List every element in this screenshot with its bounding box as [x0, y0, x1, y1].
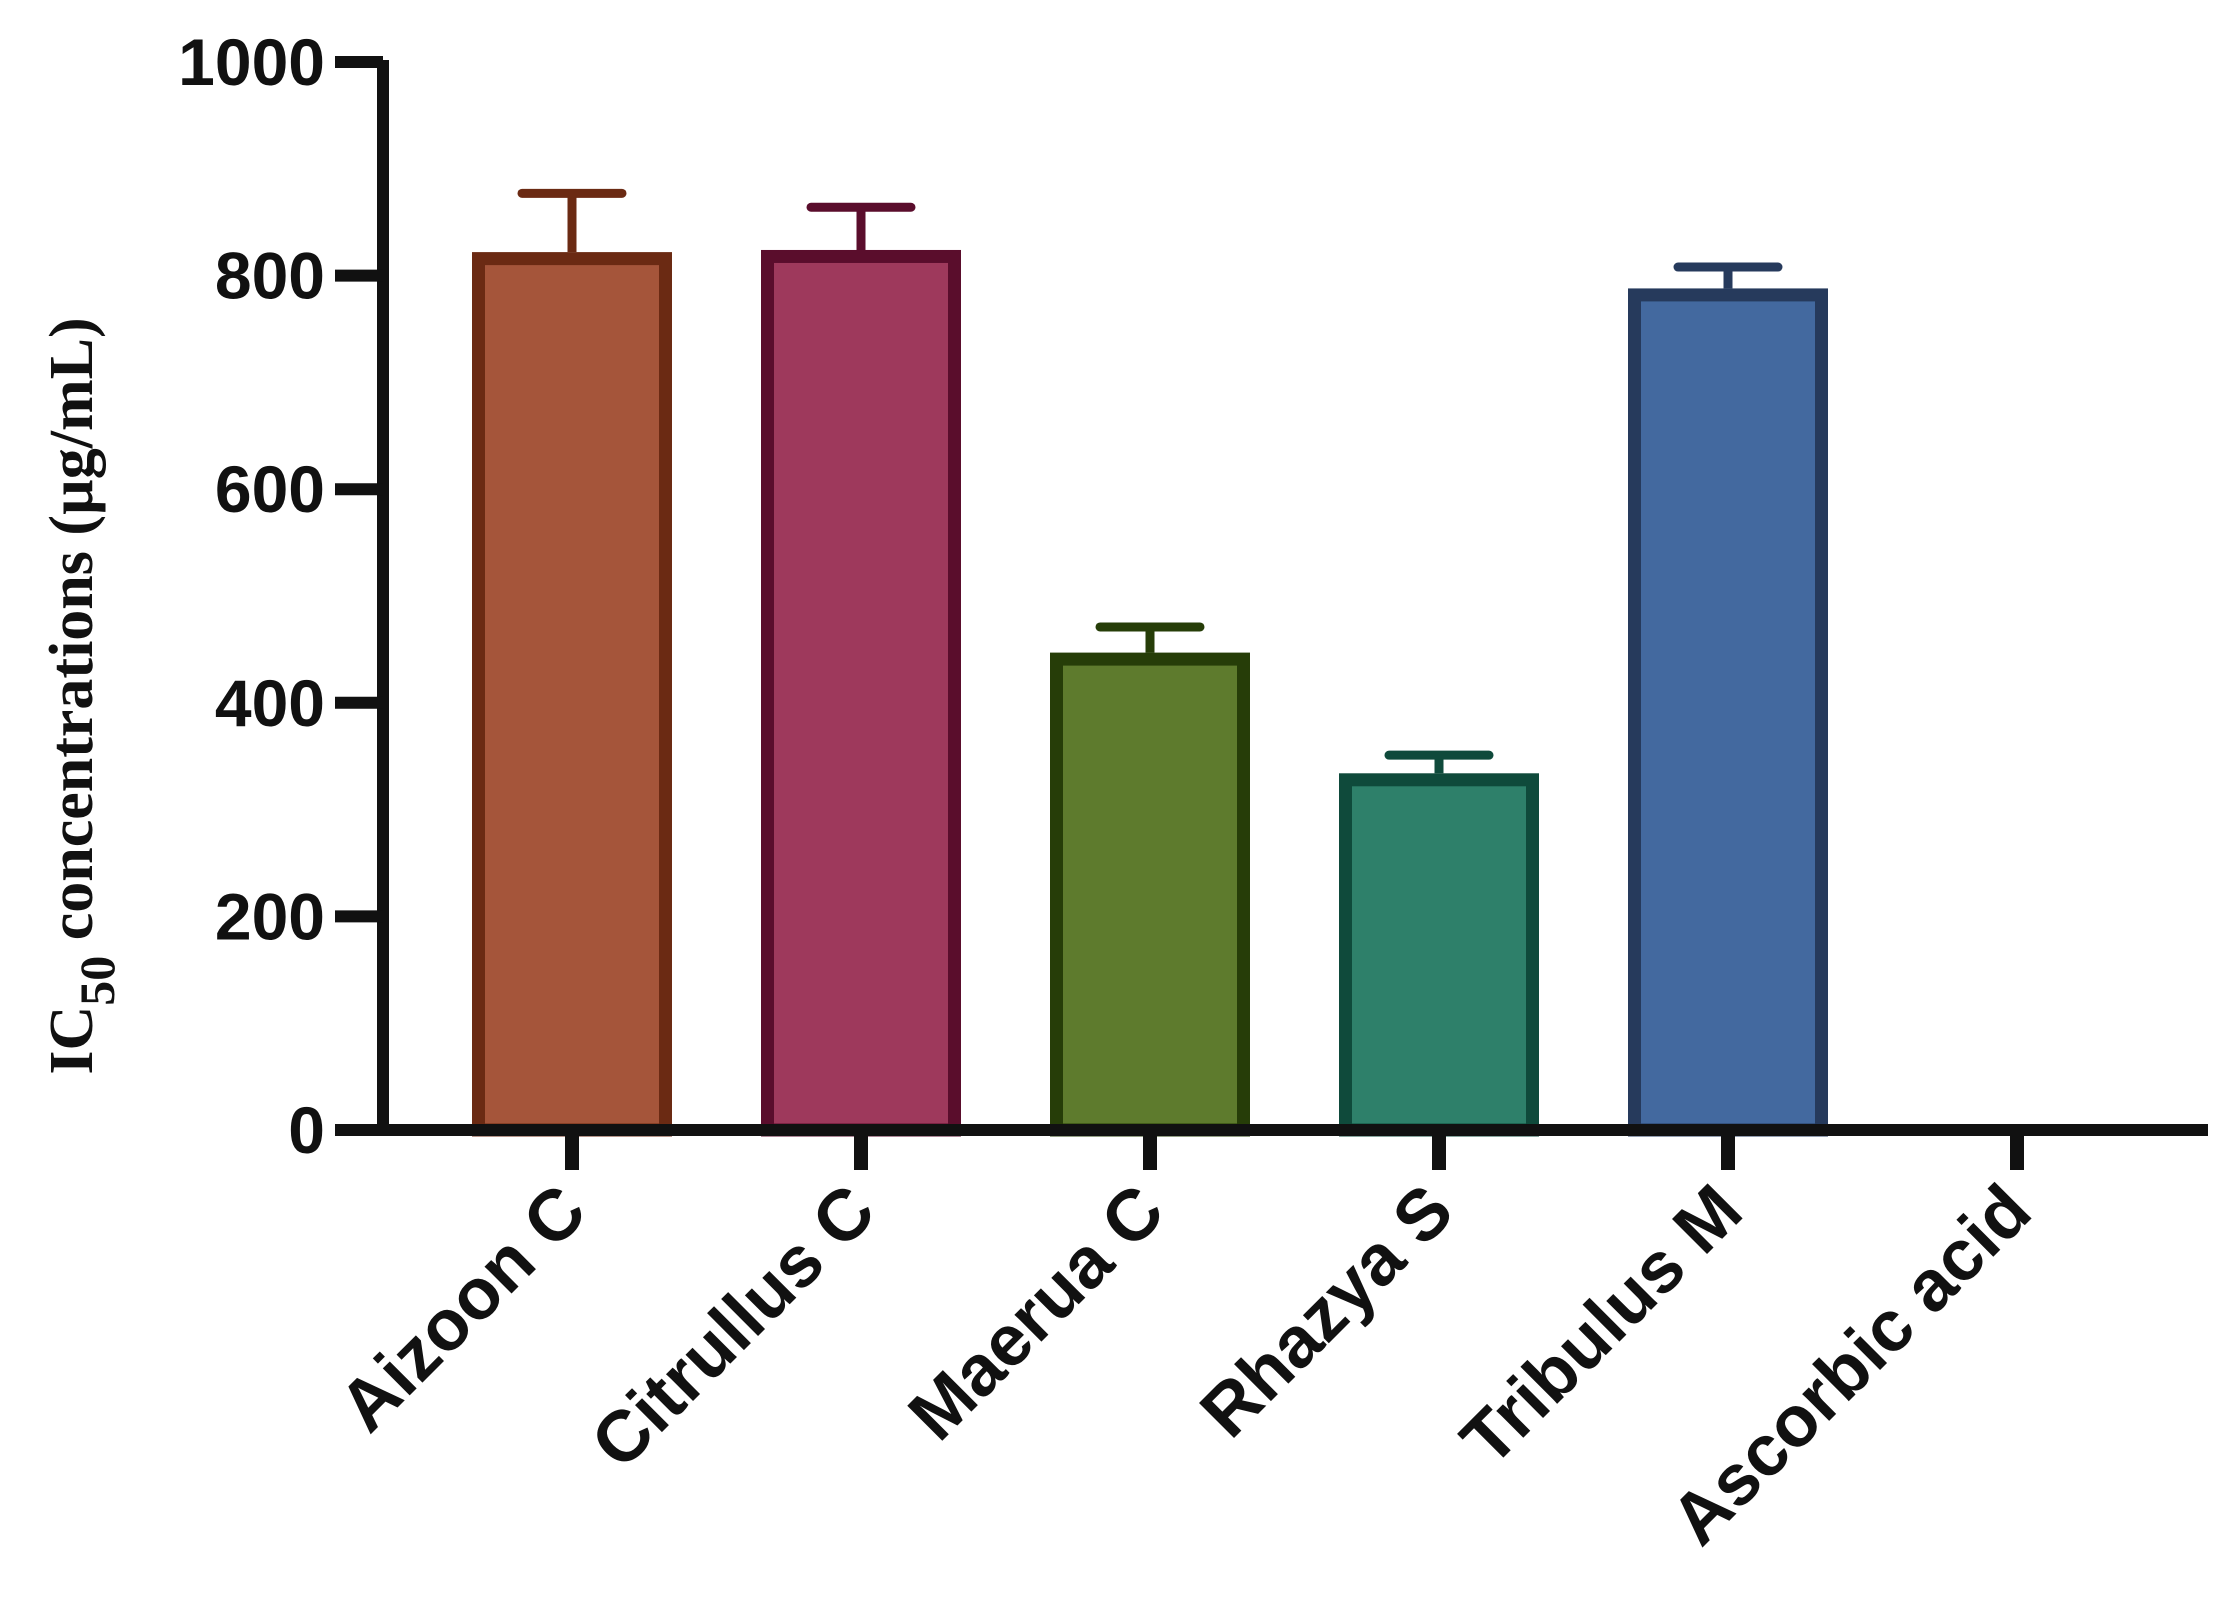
x-tick-label-citrullus-c: Citrullus C	[576, 1170, 890, 1484]
x-tick-label-maerua-c: Maerua C	[894, 1170, 1180, 1456]
x-tick-label-tribulus-m: Tribulus M	[1446, 1170, 1757, 1481]
y-axis-title-text: IC50 concentrations (µg/mL)	[38, 317, 125, 1074]
x-tick-label-rhazya-s: Rhazya S	[1185, 1170, 1468, 1453]
y-tick-label-0: 0	[288, 1093, 325, 1167]
bar-maerua-c	[1050, 652, 1250, 1137]
axes-layer	[377, 60, 2208, 1136]
x-tick-label-aizoon-c: Aizoon C	[324, 1170, 601, 1447]
y-axis-title-main: IC	[38, 1006, 106, 1075]
y-tick-label-600: 600	[215, 452, 325, 526]
bar-tribulus-m	[1628, 288, 1828, 1137]
bar-aizoon-c	[472, 252, 672, 1137]
bars-layer	[472, 249, 2117, 1137]
y-tick-label-400: 400	[215, 666, 325, 740]
error-bars-layer	[517, 188, 1783, 774]
y-axis-title: IC50 concentrations (µg/mL)	[38, 317, 125, 1074]
y-tick-label-1000: 1000	[178, 25, 325, 99]
bar-rhazya-s	[1339, 773, 1539, 1137]
y-tick-label-200: 200	[215, 879, 325, 953]
y-ticks-layer: 0 200 400 600 800 1000	[178, 25, 383, 1167]
y-axis-title-subscript: 50	[69, 956, 125, 1006]
bar-citrullus-c	[761, 249, 961, 1137]
y-tick-label-800: 800	[215, 239, 325, 313]
y-axis-title-rest: concentrations (µg/mL)	[38, 317, 106, 955]
